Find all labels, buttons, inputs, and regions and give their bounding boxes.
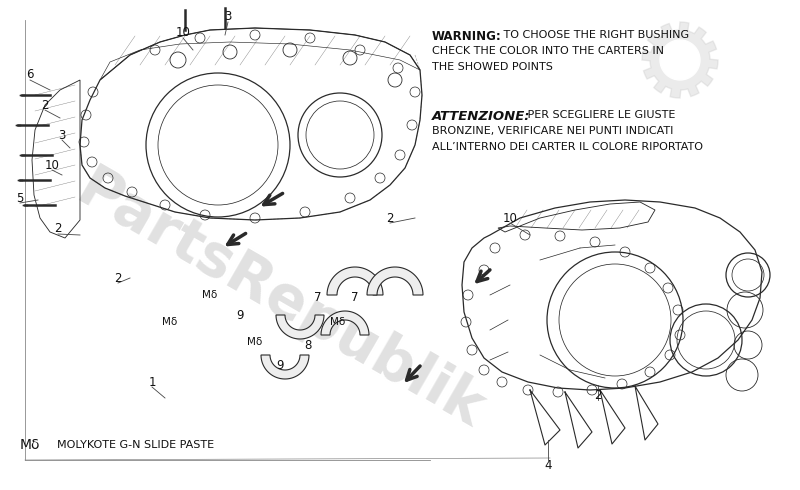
Text: CHECK THE COLOR INTO THE CARTERS IN: CHECK THE COLOR INTO THE CARTERS IN — [432, 46, 664, 56]
Polygon shape — [367, 267, 423, 295]
Text: 1: 1 — [148, 375, 156, 389]
Text: 2: 2 — [54, 221, 62, 235]
Circle shape — [660, 40, 700, 80]
Text: 10: 10 — [45, 158, 59, 172]
Polygon shape — [642, 22, 718, 98]
Text: PER SCEGLIERE LE GIUSTE: PER SCEGLIERE LE GIUSTE — [524, 110, 675, 120]
Text: ALL’INTERNO DEI CARTER IL COLORE RIPORTATO: ALL’INTERNO DEI CARTER IL COLORE RIPORTA… — [432, 142, 703, 152]
Text: 7: 7 — [351, 291, 358, 303]
Polygon shape — [276, 315, 324, 339]
Text: 10: 10 — [502, 212, 518, 224]
Text: 9: 9 — [236, 309, 244, 321]
Text: THE SHOWED POINTS: THE SHOWED POINTS — [432, 62, 553, 72]
Text: 10: 10 — [175, 25, 190, 39]
Text: 4: 4 — [544, 459, 552, 471]
Polygon shape — [321, 311, 369, 335]
Text: BRONZINE, VERIFICARE NEI PUNTI INDICATI: BRONZINE, VERIFICARE NEI PUNTI INDICATI — [432, 126, 674, 136]
Text: 2: 2 — [114, 271, 122, 285]
Text: Mδ: Mδ — [247, 337, 262, 347]
Text: TO CHOOSE THE RIGHT BUSHING: TO CHOOSE THE RIGHT BUSHING — [500, 30, 689, 40]
Text: Mδ: Mδ — [20, 438, 41, 452]
Text: 6: 6 — [26, 69, 34, 81]
Text: 9: 9 — [276, 359, 284, 371]
Text: PartsRepublik: PartsRepublik — [66, 160, 494, 440]
Text: 2: 2 — [386, 212, 394, 224]
Text: ATTENZIONE:: ATTENZIONE: — [432, 110, 530, 123]
Text: Mδ: Mδ — [202, 290, 218, 300]
Text: 2: 2 — [594, 389, 602, 401]
Polygon shape — [261, 355, 309, 379]
Text: Mδ: Mδ — [162, 317, 178, 327]
Polygon shape — [327, 267, 383, 295]
Text: 5: 5 — [16, 192, 24, 204]
Text: 8: 8 — [304, 339, 312, 351]
Text: WARNING:: WARNING: — [432, 30, 502, 43]
Text: MOLYKOTE G-N SLIDE PASTE: MOLYKOTE G-N SLIDE PASTE — [50, 440, 214, 450]
Text: 7: 7 — [314, 291, 322, 303]
Text: 3: 3 — [58, 128, 66, 142]
Text: 3: 3 — [224, 9, 232, 23]
Text: Mδ: Mδ — [330, 317, 346, 327]
Text: 2: 2 — [42, 98, 49, 112]
